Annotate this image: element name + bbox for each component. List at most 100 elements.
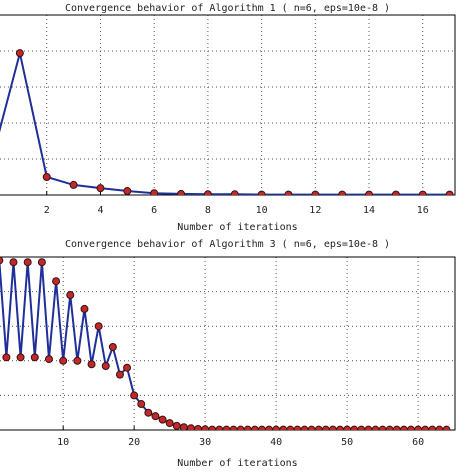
data-point [177,189,186,195]
data-point [257,190,266,195]
data-point [399,425,408,430]
data-point [69,180,78,189]
x-tick-label: 10 [256,205,268,216]
data-point [101,361,110,370]
data-point [343,425,352,430]
data-point [378,425,387,430]
data-point [0,256,4,265]
data-point [44,355,53,364]
data-point [96,184,105,193]
x-tick-label: 2 [44,205,50,216]
data-point [445,190,454,195]
data-point [250,425,259,430]
data-point [307,425,316,430]
data-point [357,425,366,430]
data-point [365,190,374,195]
data-point [172,421,181,430]
data-point [151,412,160,421]
data-point [418,190,427,195]
data-point [144,408,153,417]
data-point [286,425,295,430]
data-point [165,419,174,428]
plot-area [0,49,454,195]
chart-title: Convergence behavior of Algorithm 1 ( n=… [65,3,390,14]
data-point [130,391,139,400]
data-point [73,356,82,365]
data-point [314,425,323,430]
data-point [392,425,401,430]
data-point [336,425,345,430]
x-tick-label: 50 [341,437,353,448]
series-line [0,52,450,195]
data-point [123,187,132,195]
data-point [300,425,309,430]
data-point [414,425,423,430]
data-point [137,400,146,409]
data-point [435,425,444,430]
data-point [350,425,359,430]
axes-frame [0,14,456,196]
data-point [23,258,32,267]
data-point [123,363,132,372]
data-point [364,425,373,430]
data-point [328,425,337,430]
data-point [406,425,415,430]
data-point [115,370,124,379]
data-point [2,353,11,362]
chart-title: Convergence behavior of Algorithm 3 ( n=… [65,239,390,250]
data-point [87,360,96,369]
data-point [108,342,117,351]
axes-frame [0,256,456,431]
x-tick-label: 10 [57,437,69,448]
x-tick-label: 20 [128,437,140,448]
data-point [265,425,274,430]
data-point [150,189,159,195]
data-point [16,353,25,362]
data-point [293,425,302,430]
x-tick-label: 40 [270,437,282,448]
data-point [208,425,217,430]
data-point [311,190,320,195]
data-point [194,424,203,430]
data-point [66,291,75,300]
data-point [229,425,238,430]
plot-area [0,256,451,430]
x-tick-label: 14 [363,205,375,216]
x-tick-label: 4 [97,205,103,216]
data-point [203,190,212,195]
x-tick-label: 8 [205,205,211,216]
data-point [272,425,281,430]
data-point [338,190,347,195]
data-point [236,425,245,430]
x-tick-label: 6 [151,205,157,216]
data-point [371,425,380,430]
data-point [222,425,231,430]
data-point [215,425,224,430]
data-point [80,304,89,313]
data-point [94,322,103,331]
data-point [9,258,18,267]
x-tick-label: 30 [199,437,211,448]
data-point [158,415,167,424]
data-point [385,425,394,430]
data-point [428,425,437,430]
data-point [321,425,330,430]
data-point [15,49,24,58]
data-point [391,190,400,195]
data-point [37,258,46,267]
data-point [42,173,51,181]
x-tick-label: 12 [309,205,321,216]
x-tick-label: 16 [417,205,429,216]
series-line [0,260,447,430]
data-point [442,425,451,430]
x-axis-label: Number of iterations [177,222,297,233]
data-point [421,425,430,430]
data-point [279,425,288,430]
data-point [179,423,188,430]
data-point [30,353,39,362]
data-point [201,425,210,430]
data-point [59,356,68,365]
data-point [52,277,61,286]
